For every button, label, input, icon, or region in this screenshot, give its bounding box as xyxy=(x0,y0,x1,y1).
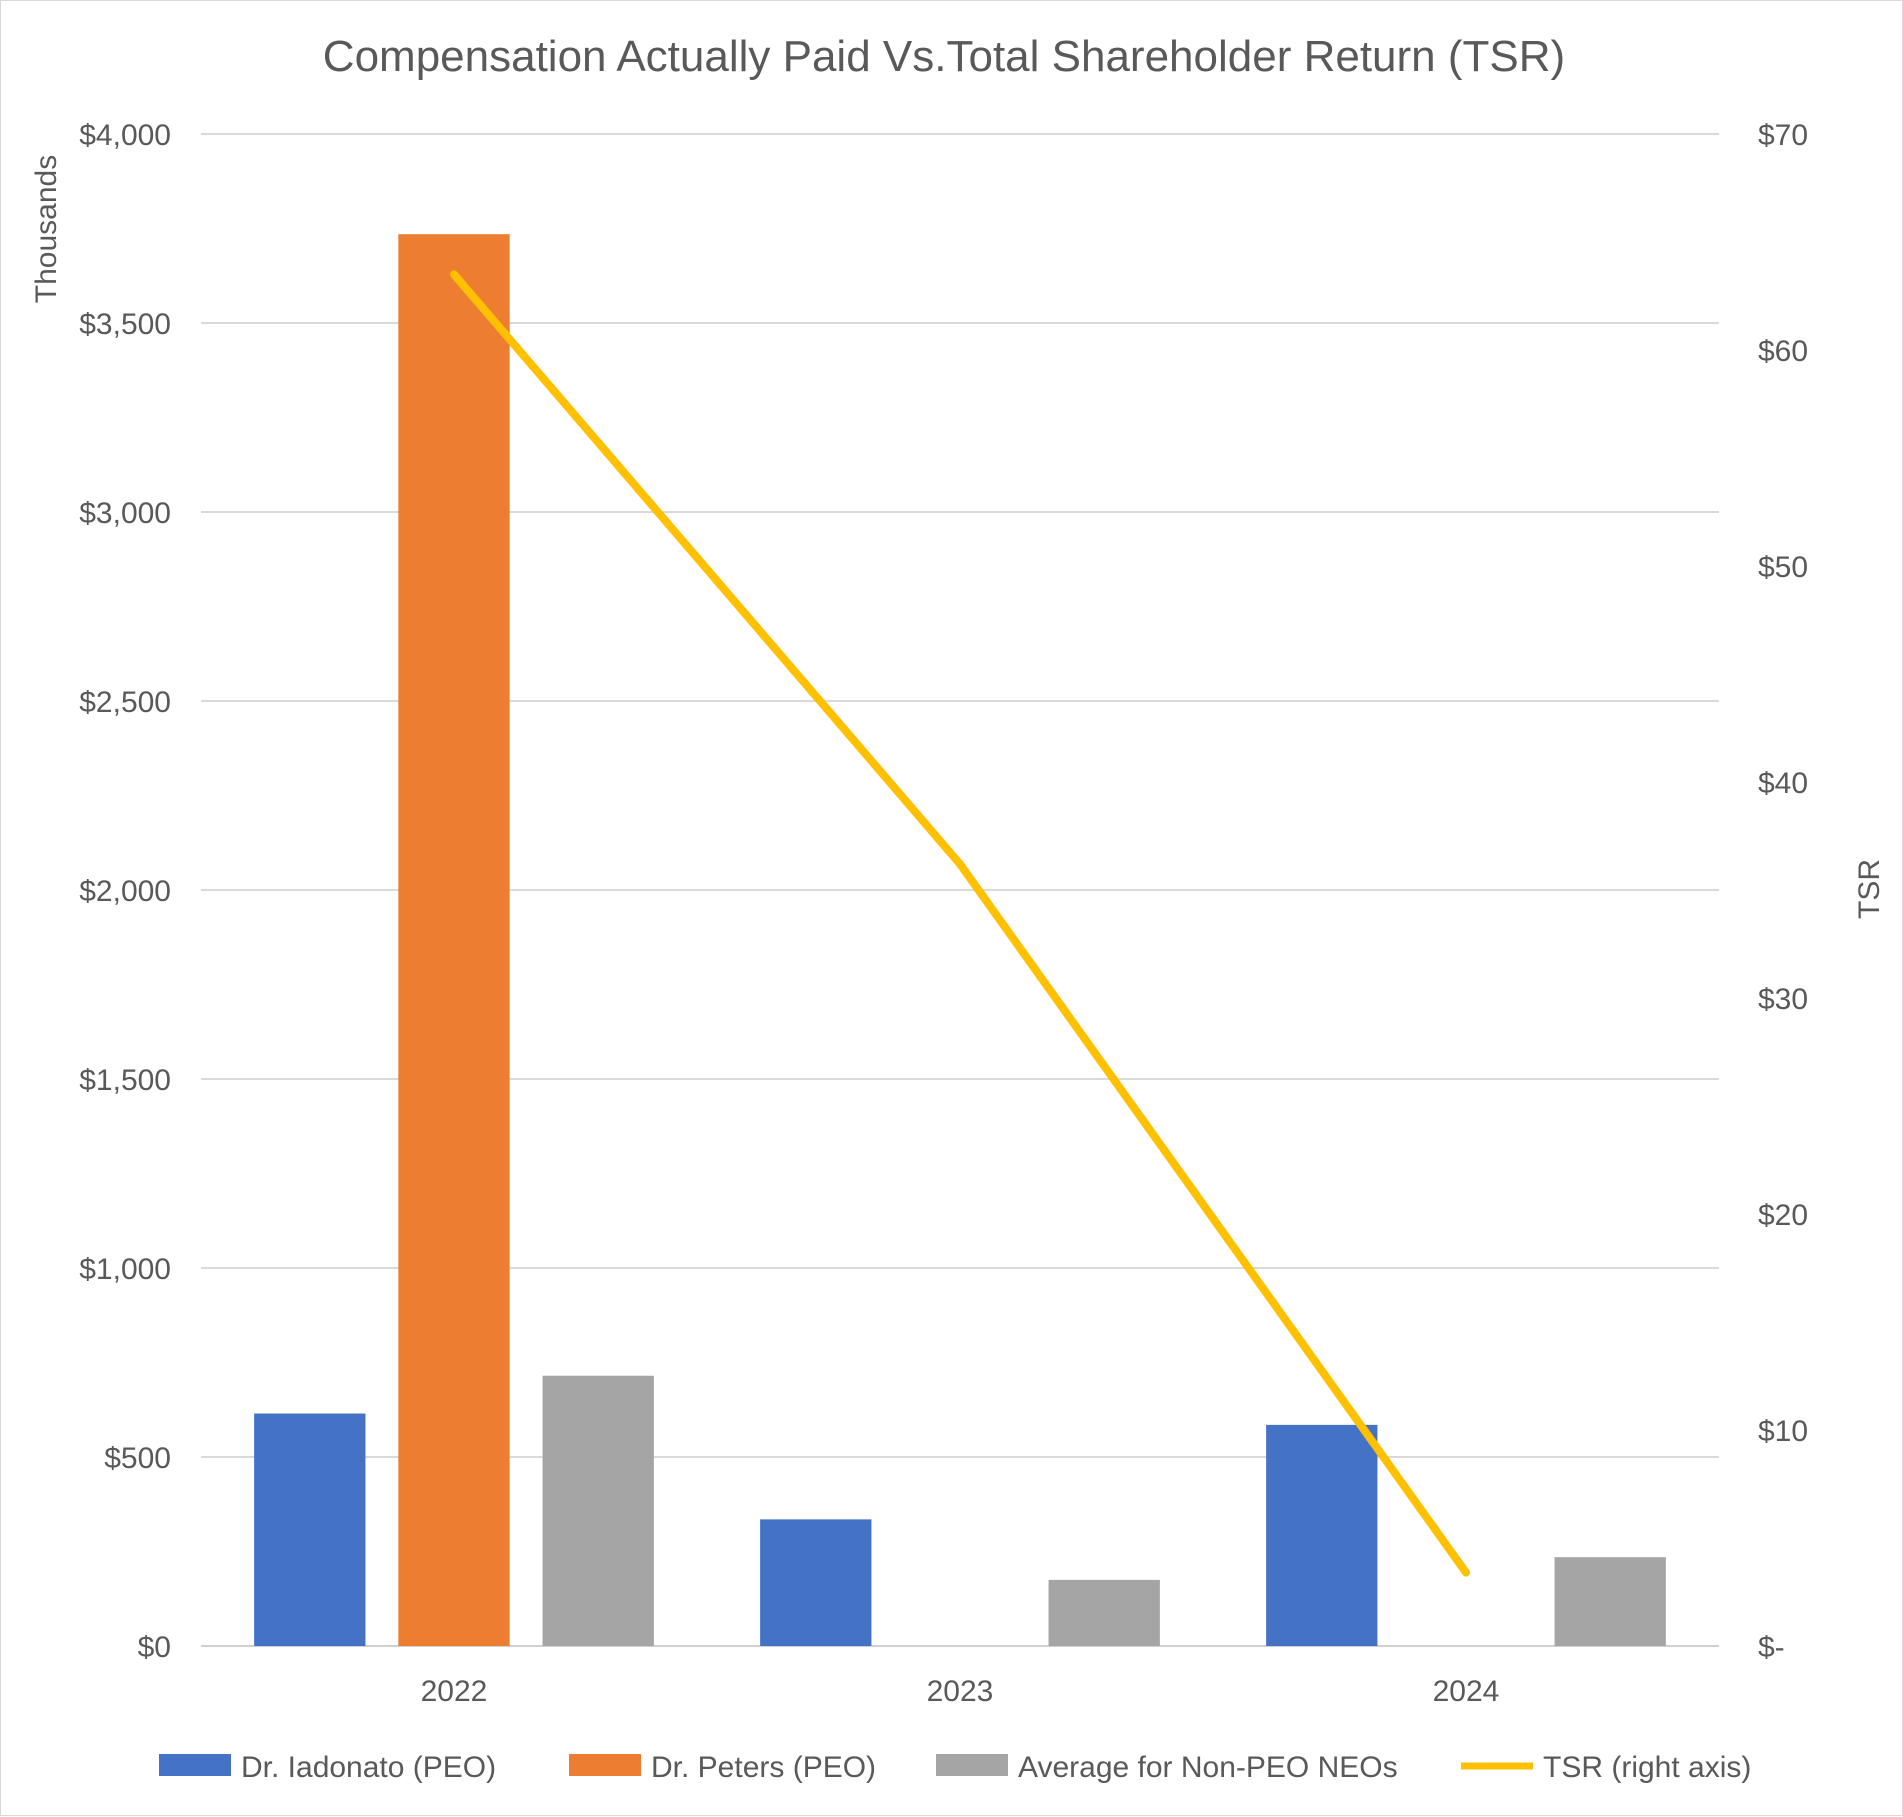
left-tick-label: $1,500 xyxy=(79,1064,171,1097)
right-tick-label: $40 xyxy=(1758,767,1808,800)
chart-title: Compensation Actually Paid Vs.Total Shar… xyxy=(323,32,1565,81)
left-tick-label: $2,000 xyxy=(79,875,171,908)
left-tick-label: $4,000 xyxy=(79,119,171,152)
left-tick-label: $0 xyxy=(138,1631,171,1664)
bar xyxy=(760,1519,872,1646)
right-tick-label: $30 xyxy=(1758,983,1808,1016)
left-axis-title: Thousands xyxy=(30,155,63,303)
right-tick-label: $- xyxy=(1758,1631,1785,1664)
bar xyxy=(542,1375,654,1646)
right-axis-title: TSR xyxy=(1853,859,1886,919)
left-tick-label: $2,500 xyxy=(79,686,171,719)
legend-label: Average for Non-PEO NEOs xyxy=(1018,1751,1398,1784)
tsr-point xyxy=(453,273,455,275)
left-tick-label: $1,000 xyxy=(79,1253,171,1286)
right-tick-label: $70 xyxy=(1758,119,1808,152)
legend-swatch xyxy=(569,1754,641,1776)
category-label: 2024 xyxy=(1433,1675,1500,1708)
legend-label: TSR (right axis) xyxy=(1543,1751,1751,1784)
left-tick-label: $3,000 xyxy=(79,497,171,530)
legend-label: Dr. Iadonato (PEO) xyxy=(241,1751,496,1784)
legend-swatch xyxy=(936,1754,1008,1776)
left-tick-label: $500 xyxy=(104,1442,171,1475)
bar xyxy=(1266,1424,1378,1646)
legend-label: Dr. Peters (PEO) xyxy=(651,1751,876,1784)
right-tick-label: $50 xyxy=(1758,551,1808,584)
tsr-point xyxy=(1465,1572,1467,1574)
right-tick-label: $10 xyxy=(1758,1415,1808,1448)
bar xyxy=(1048,1579,1160,1646)
legend-swatch xyxy=(159,1754,231,1776)
right-tick-label: $20 xyxy=(1758,1199,1808,1232)
left-tick-label: $3,500 xyxy=(79,308,171,341)
bar xyxy=(1554,1557,1666,1646)
right-tick-label: $60 xyxy=(1758,335,1808,368)
bar xyxy=(398,234,510,1646)
tsr-point xyxy=(959,863,961,865)
category-label: 2023 xyxy=(927,1675,994,1708)
category-label: 2022 xyxy=(421,1675,488,1708)
bar xyxy=(254,1413,366,1646)
